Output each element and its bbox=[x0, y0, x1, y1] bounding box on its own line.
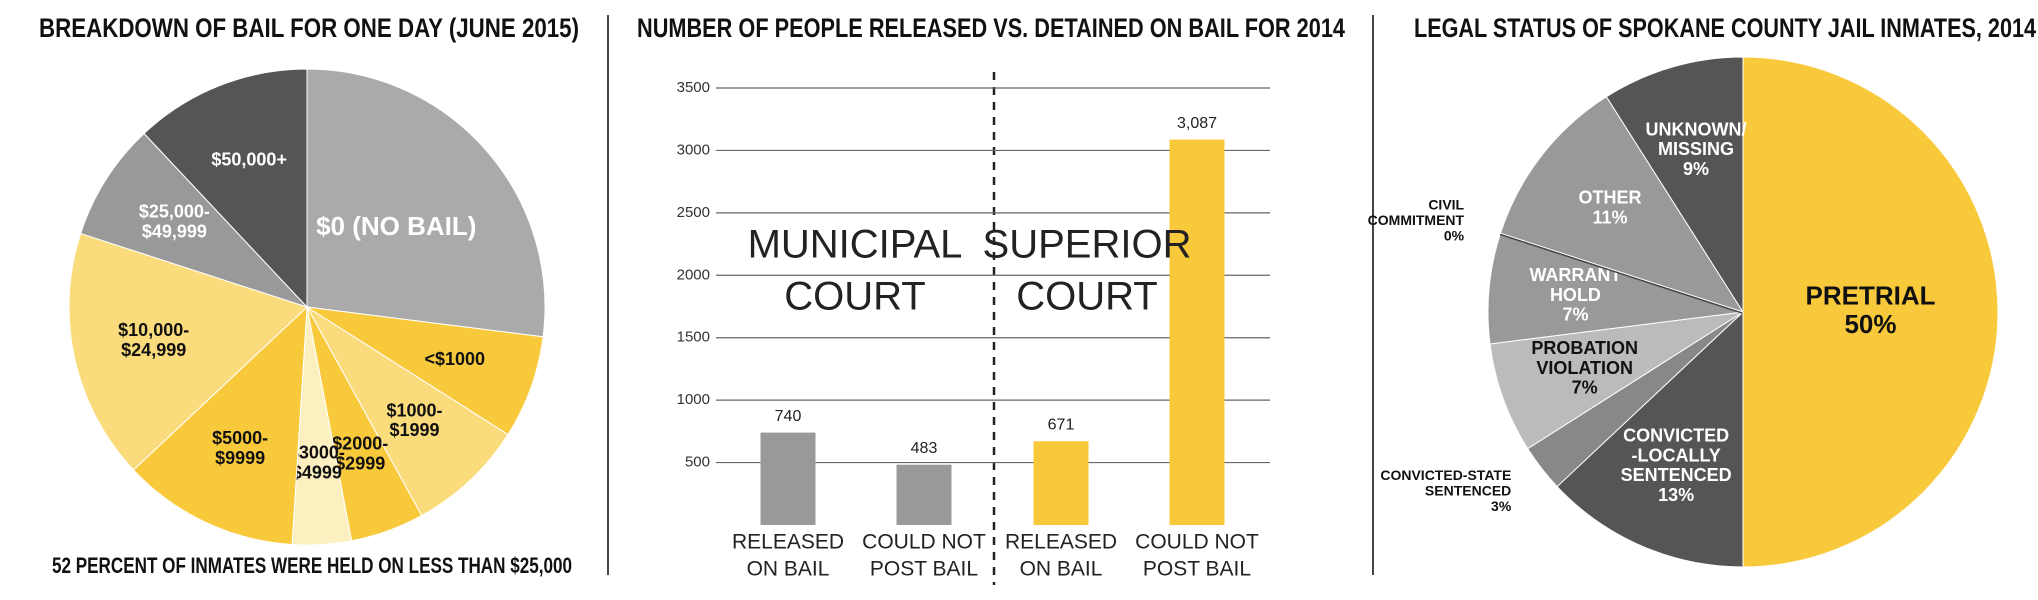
pie-slice bbox=[68, 232, 308, 471]
slice-label: $0 (NO BAIL) bbox=[316, 211, 476, 241]
y-tick-label: 500 bbox=[685, 454, 710, 471]
pie-slice bbox=[1742, 56, 1999, 568]
slice-label: -LOCALLY bbox=[1631, 445, 1720, 465]
chart-title: NUMBER OF PEOPLE RELEASED VS. DETAINED O… bbox=[637, 13, 1345, 43]
x-tick-label: POST BAIL bbox=[870, 558, 978, 581]
x-tick-label: POST BAIL bbox=[1143, 558, 1251, 581]
slice-label: $9999 bbox=[215, 448, 265, 468]
pie-slice bbox=[1499, 96, 1745, 313]
slice-label: $10,000- bbox=[118, 320, 189, 340]
slice-label: CIVIL bbox=[1428, 197, 1464, 213]
pie-slice bbox=[1556, 310, 1744, 568]
bar bbox=[1033, 441, 1089, 525]
x-tick-label: COULD NOT bbox=[1135, 531, 1259, 554]
group-label: COURT bbox=[784, 275, 925, 319]
pie-slice bbox=[306, 306, 509, 517]
pie-slice bbox=[132, 305, 308, 546]
slice-label: $5000- bbox=[212, 428, 268, 448]
y-tick-label: 3000 bbox=[677, 141, 710, 158]
pie-slice bbox=[306, 68, 546, 338]
y-tick-label: 3500 bbox=[677, 79, 710, 96]
slice-label: 11% bbox=[1592, 207, 1627, 227]
pie-slice bbox=[1489, 311, 1744, 450]
bar bbox=[896, 464, 952, 525]
slice-label: MISSING bbox=[1658, 139, 1734, 159]
slice-label: 7% bbox=[1572, 378, 1598, 398]
slice-label: COMMITMENT bbox=[1368, 212, 1465, 228]
slice-label: VIOLATION bbox=[1536, 358, 1633, 378]
slice-label: 13% bbox=[1658, 485, 1694, 505]
slice-label: CONVICTED bbox=[1623, 426, 1729, 446]
group-label: MUNICIPAL bbox=[748, 223, 963, 267]
slice-label: 3% bbox=[1491, 498, 1512, 514]
slice-label: 50% bbox=[1844, 309, 1896, 339]
slice-label: PROBATION bbox=[1531, 338, 1638, 358]
slice-label: $4999 bbox=[292, 462, 342, 482]
x-tick-label: ON BAIL bbox=[747, 558, 830, 581]
pie-slice bbox=[143, 68, 308, 309]
group-label: COURT bbox=[1016, 275, 1157, 319]
x-tick-label: COULD NOT bbox=[862, 531, 986, 554]
slice-label: $50,000+ bbox=[211, 150, 287, 170]
footnote: 52 PERCENT OF INMATES WERE HELD ON LESS … bbox=[52, 553, 572, 578]
pie-slice bbox=[80, 132, 308, 308]
y-tick-label: 1000 bbox=[677, 391, 710, 408]
slice-label: $25,000- bbox=[139, 202, 210, 222]
x-tick-label: ON BAIL bbox=[1020, 558, 1103, 581]
slice-label: 0% bbox=[1444, 227, 1465, 243]
slice-label: $1999 bbox=[389, 420, 439, 440]
bar bbox=[1169, 139, 1225, 526]
value-label: 671 bbox=[1048, 416, 1075, 433]
bar bbox=[760, 432, 816, 525]
y-tick-label: 1500 bbox=[677, 329, 710, 346]
slice-label: $1000- bbox=[386, 400, 442, 420]
slice-label: SENTENCED bbox=[1425, 482, 1511, 498]
chart-title: BREAKDOWN OF BAIL FOR ONE DAY (JUNE 2015… bbox=[39, 13, 579, 43]
x-tick-label: RELEASED bbox=[732, 531, 844, 554]
group-label: SUPERIOR bbox=[983, 223, 1192, 267]
value-label: 3,087 bbox=[1177, 115, 1217, 132]
value-label: 483 bbox=[911, 440, 938, 457]
slice-label: SENTENCED bbox=[1621, 465, 1732, 485]
slice-label: WARRANT bbox=[1529, 265, 1621, 285]
value-label: 740 bbox=[775, 408, 802, 425]
pie-slice bbox=[1605, 56, 1744, 314]
x-tick-label: RELEASED bbox=[1005, 531, 1117, 554]
slice-label: <$1000 bbox=[425, 349, 486, 369]
pie-slice bbox=[1487, 232, 1744, 345]
slice-label: 9% bbox=[1683, 159, 1709, 179]
slice-label: PRETRIAL bbox=[1806, 281, 1936, 311]
slice-label: $24,999 bbox=[121, 340, 186, 360]
y-tick-label: 2500 bbox=[677, 204, 710, 221]
y-tick-label: 2000 bbox=[677, 266, 710, 283]
slice-label: $2000- bbox=[332, 434, 388, 454]
slice-label: 7% bbox=[1562, 305, 1588, 325]
chart-title: LEGAL STATUS OF SPOKANE COUNTY JAIL INMA… bbox=[1414, 13, 2036, 43]
slice-label: HOLD bbox=[1550, 285, 1601, 305]
pie-slice bbox=[306, 306, 544, 436]
slice-label: $49,999 bbox=[142, 221, 207, 241]
slice-label: OTHER bbox=[1579, 188, 1642, 208]
slice-label: UNKNOWN/ bbox=[1646, 119, 1747, 139]
slice-label: $2999 bbox=[335, 453, 385, 473]
slice-label: CONVICTED-STATE bbox=[1380, 467, 1511, 483]
slice-label: $3000- bbox=[289, 443, 345, 463]
